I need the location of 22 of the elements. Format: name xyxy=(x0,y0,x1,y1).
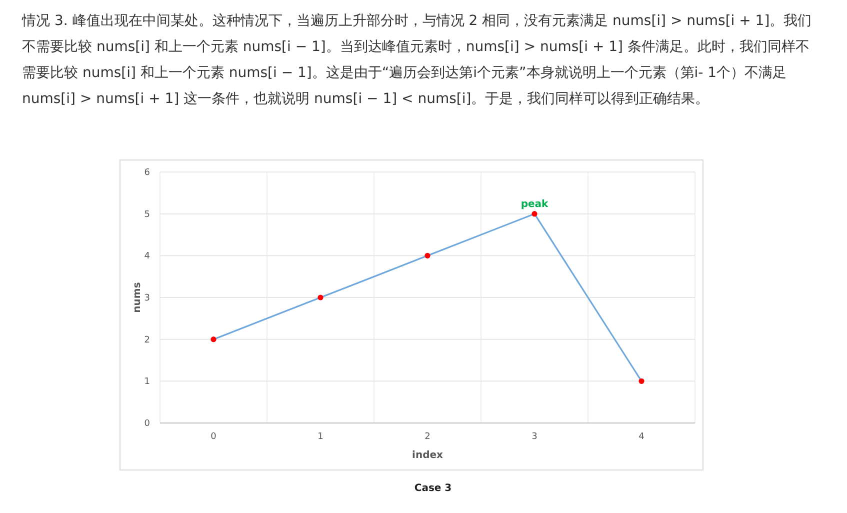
x-tick-label: 1 xyxy=(318,432,324,442)
x-tick-label: 0 xyxy=(210,432,217,442)
x-tick-label: 3 xyxy=(532,432,538,442)
x-tick-label: 2 xyxy=(424,432,430,442)
point xyxy=(424,252,430,258)
point xyxy=(210,336,216,342)
text: Case 3 xyxy=(414,483,452,494)
y-tick-label: 6 xyxy=(144,168,150,178)
y-tick-label: 0 xyxy=(144,419,150,429)
point xyxy=(638,378,644,384)
y-tick-label: 5 xyxy=(144,210,150,220)
y-tick-label: 3 xyxy=(144,294,150,304)
x-tick-label: 4 xyxy=(638,432,645,442)
text: 情况 3. 峰值出现在中间某处。这种情况下，当遍历上升部分时，与情况 2 相同，没有元素满足 nums[i] > nums[i + 1]。我们不需要比较 nums[i] 和上一个元素 nums[i − 1]。当到达峰值元素时，nums[i] > nums[i + 1] 条件满足。此时，我们同样不需要比较 nums[i] 和上一个元素 nums[i − 1]。这是由于“遍历会到达第i个元素”本身就说明上一个元素（第i- 1个）不满足 nums[i] > nums[i + 1] 这一条件，也就说明 nums[i − 1] < nums[i]。于是，我们同样可以得到正确结果。 xyxy=(22,12,813,109)
y-tick-label: 2 xyxy=(144,335,150,346)
y-tick-label: 1 xyxy=(144,377,150,388)
x-axis-title: index xyxy=(412,450,444,461)
annotation: peak xyxy=(520,198,549,210)
point xyxy=(318,294,324,300)
y-tick-label: 4 xyxy=(144,252,150,262)
point xyxy=(532,211,538,217)
y-axis-title: nums xyxy=(132,282,143,313)
